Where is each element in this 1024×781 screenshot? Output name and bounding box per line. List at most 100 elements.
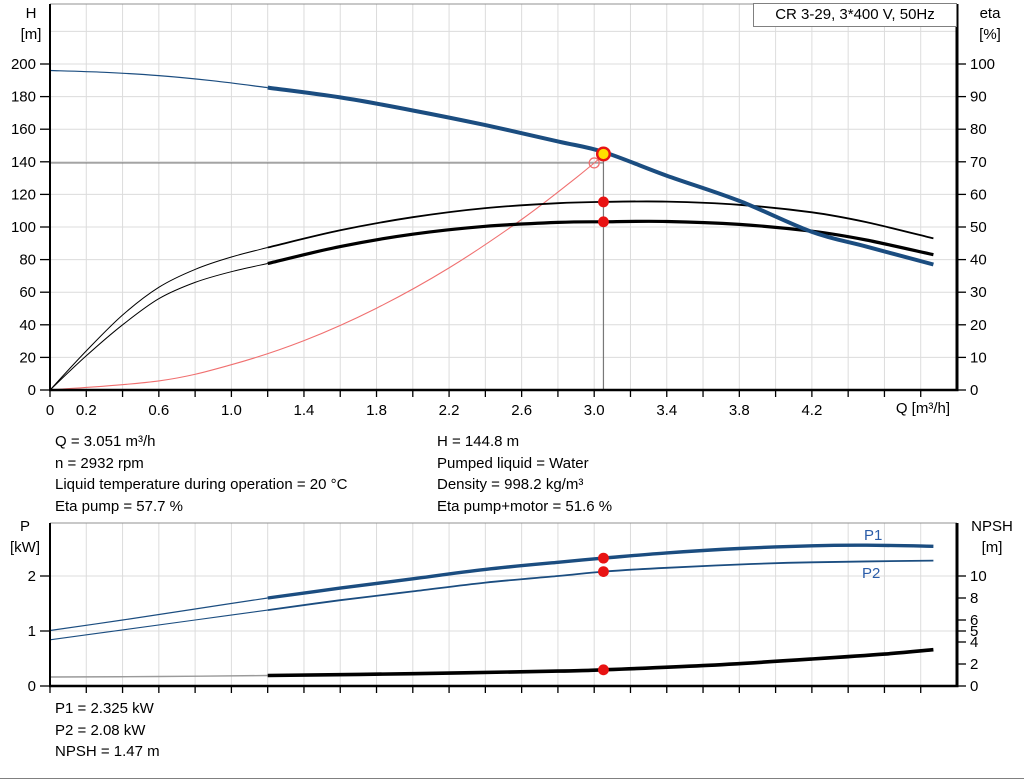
- y-left-tick-label: 0: [28, 382, 36, 399]
- qh-eta-chart-markers: [588, 146, 611, 228]
- p2-curve-thin: [49, 609, 268, 641]
- qh-eta-chart-ticks: 0 0.2 0.6 1.0 1.4 1.8 2.2 2.6 3.0 3.4 3.8 4.2 0 20 40 6…: [11, 56, 995, 419]
- y-right-tick-label: 50: [970, 219, 987, 236]
- qh-eta-chart-crosshair: [50, 153, 605, 390]
- x-tick-label: 2.2: [439, 402, 460, 419]
- npsh-axis-label: NPSH [m]: [962, 516, 1022, 558]
- y-left-tick-label: 160: [11, 121, 36, 138]
- qh-eta-chart-series: [49, 69, 934, 391]
- eta-axis-label: eta [%]: [966, 3, 1014, 45]
- info-q: Q = 3.051 m³/h: [55, 433, 156, 450]
- p-axis-label: P [kW]: [2, 516, 48, 558]
- p2-curve-thick: [267, 559, 934, 611]
- y-right-tick-label: 20: [970, 317, 987, 334]
- power-npsh-chart-series: [49, 543, 934, 678]
- pump-title: CR 3-29, 3*400 V, 50Hz: [775, 6, 935, 23]
- system-curve-thin: [49, 151, 608, 391]
- npsh-axis-label-line2: [m]: [981, 539, 1003, 556]
- info-speed: n = 2932 rpm: [55, 454, 144, 472]
- p2-curve-label: P2: [862, 565, 881, 582]
- y-right-tick-label: 6: [970, 612, 978, 629]
- x-tick-label: 3.4: [656, 402, 677, 419]
- npsh-curve-thin: [49, 674, 268, 678]
- y-right-tick-label: 4: [970, 634, 978, 651]
- y-right-tick-label: 8: [970, 590, 978, 607]
- eta-axis-label-line2: [%]: [979, 26, 1001, 43]
- info-npsh: NPSH = 1.47 m: [55, 743, 160, 760]
- p1-dot: [598, 552, 609, 564]
- y-right-tick-label: 10: [970, 349, 987, 366]
- power-npsh-chart-axes: [49, 522, 959, 688]
- x-tick-label: 1.0: [221, 402, 242, 419]
- y-left-tick-label: 100: [11, 219, 36, 236]
- info-h: H = 144.8 m: [437, 433, 520, 450]
- npsh-axis-label-line1: NPSH: [971, 518, 1013, 535]
- eta-pump-motor-dot: [598, 216, 609, 228]
- y-left-tick-label: 60: [19, 284, 36, 301]
- y-right-tick-label: 60: [970, 186, 987, 203]
- requested-point: [588, 157, 600, 169]
- y-right-tick-label: 0: [970, 382, 978, 399]
- h-axis-label-line2: [m]: [20, 26, 42, 43]
- qh-eta-chart-grid: [50, 4, 957, 390]
- y-left-tick-label: 140: [11, 154, 36, 171]
- npsh-dot: [598, 664, 609, 676]
- x-tick-label: 0.6: [148, 402, 169, 419]
- info-p2: P2 = 2.08 kW: [55, 721, 146, 739]
- head-curve-thick: [267, 85, 934, 267]
- y-right-tick-label: 70: [970, 154, 987, 171]
- eta-pump-curve-thin: [49, 247, 268, 391]
- y-left-tick-label: 40: [19, 317, 36, 334]
- duty-info-right: H = 144.8 m Pumped liquid = Water Densit…: [437, 431, 612, 517]
- pump-title-box: CR 3-29, 3*400 V, 50Hz: [753, 3, 957, 27]
- y-left-tick-label: 120: [11, 186, 36, 203]
- y-right-tick-label: 2: [970, 656, 978, 673]
- info-pumped-liquid: Pumped liquid = Water: [437, 454, 589, 472]
- eta-pump-dot: [598, 196, 609, 208]
- duty-info-left: Q = 3.051 m³/h n = 2932 rpm Liquid tempe…: [55, 431, 347, 517]
- x-tick-label: 2.6: [511, 402, 532, 419]
- power-npsh-chart-markers: [598, 552, 609, 676]
- npsh-curve-thick: [267, 647, 934, 678]
- p2-dot: [598, 566, 609, 577]
- x-tick-label: 3.8: [729, 402, 750, 419]
- qh-eta-chart-axes: [49, 3, 959, 392]
- info-liquid-temp: Liquid temperature during operation = 20…: [55, 476, 348, 493]
- qh-eta-chart: 0 0.2 0.6 1.0 1.4 1.8 2.2 2.6 3.0 3.4 3.8 4.2 0 20 40 6…: [11, 3, 995, 419]
- info-eta-pump: Eta pump = 57.7 %: [55, 497, 183, 515]
- y-right-tick-label: 30: [970, 284, 987, 301]
- power-npsh-chart-grid: [50, 523, 957, 686]
- y-right-tick-label: 5: [970, 623, 978, 640]
- head-curve-thin: [49, 69, 268, 89]
- info-p1: P1 = 2.325 kW: [55, 700, 154, 717]
- x-tick-label: 0.2: [76, 402, 97, 419]
- eta-pump-motor-curve-thin: [49, 263, 268, 391]
- info-density: Density = 998.2 kg/m³: [437, 476, 584, 493]
- x-tick-label: 3.0: [584, 402, 605, 419]
- y-right-tick-label: 10: [970, 568, 987, 585]
- y-left-tick-label: 20: [19, 349, 36, 366]
- y-right-tick-label: 40: [970, 252, 987, 269]
- eta-axis-label-line1: eta: [979, 5, 1001, 22]
- duty-point[interactable]: [595, 146, 611, 162]
- power-npsh-chart: 0 1 2 0 2 456 8 10: [28, 522, 987, 695]
- info-eta-pump-motor: Eta pump+motor = 51.6 %: [437, 497, 613, 515]
- y-left-tick-label: 0: [28, 678, 36, 695]
- y-right-tick-label: 0: [970, 678, 978, 695]
- q-axis-label: Q [m³/h]: [895, 400, 950, 417]
- y-right-tick-label: 90: [970, 89, 987, 106]
- y-right-tick-label: 100: [970, 56, 995, 73]
- y-right-tick-label: 80: [970, 121, 987, 138]
- x-tick-label: 4.2: [801, 402, 822, 419]
- p1-curve-label: P1: [864, 527, 883, 544]
- p1-curve-thin: [49, 597, 268, 632]
- y-left-tick-label: 2: [28, 568, 36, 585]
- x-tick-label: 1.4: [294, 402, 315, 419]
- power-info: P1 = 2.325 kW P2 = 2.08 kW NPSH = 1.47 m: [55, 698, 160, 763]
- h-axis-label-line1: H: [25, 5, 37, 22]
- x-tick-label: 1.8: [366, 402, 387, 419]
- p-axis-label-line1: P: [19, 518, 30, 535]
- p-axis-label-line2: [kW]: [10, 539, 40, 556]
- y-left-tick-label: 180: [11, 89, 36, 106]
- power-npsh-chart-ticks: 0 1 2 0 2 456 8 10: [28, 568, 987, 695]
